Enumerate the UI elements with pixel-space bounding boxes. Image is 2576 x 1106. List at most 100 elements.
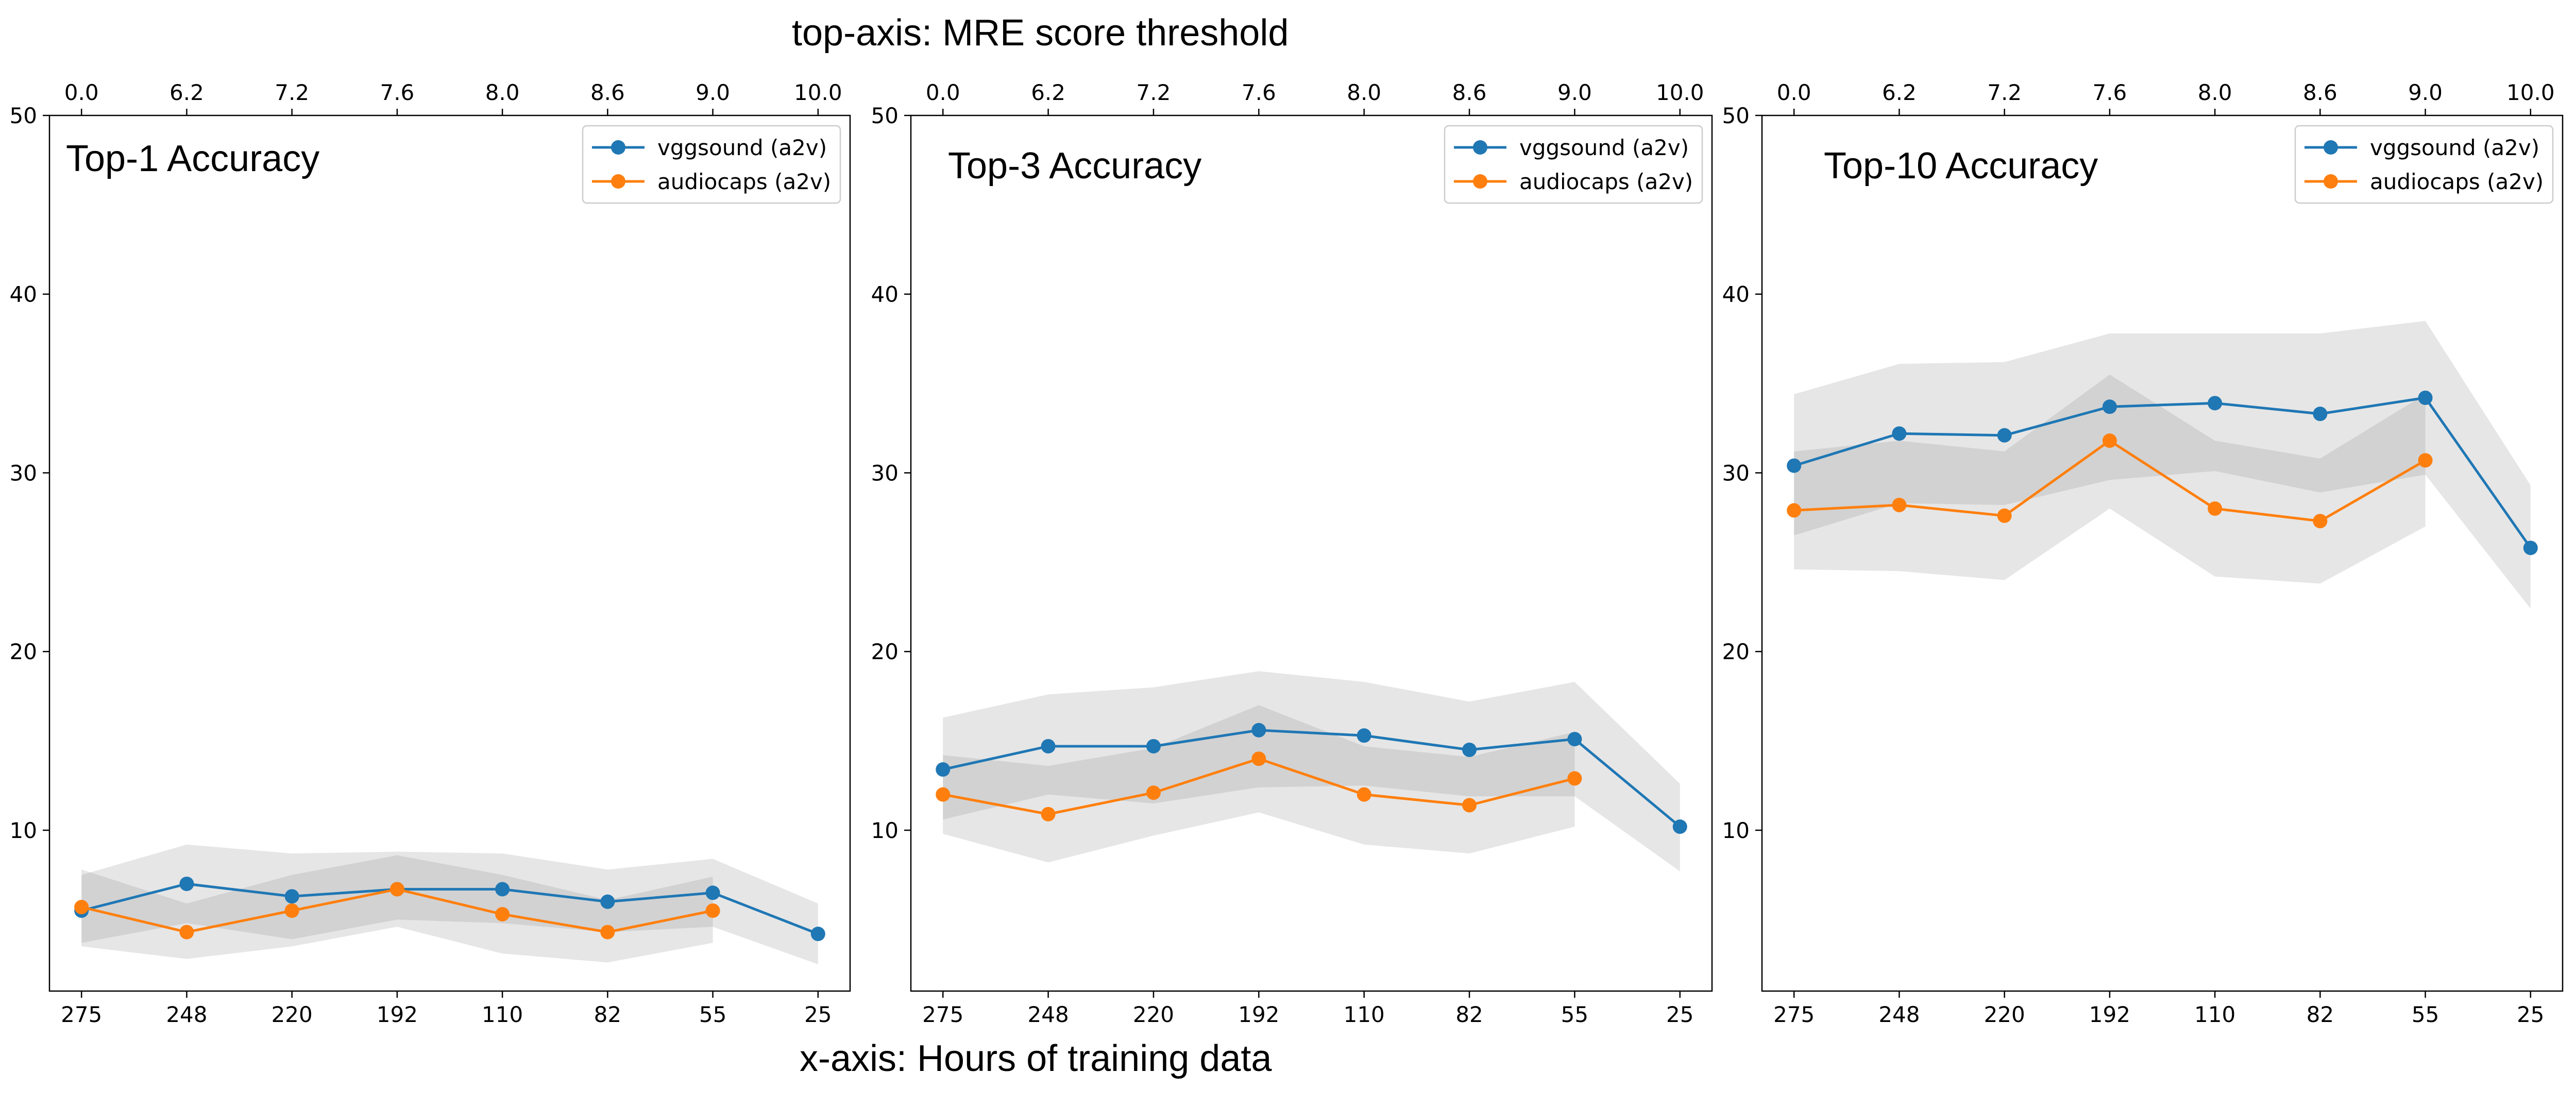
top-tick-label: 7.2	[275, 80, 309, 105]
legend: vggsound (a2v) audiocaps (a2v)	[582, 125, 841, 204]
top-tick-label: 8.6	[2303, 80, 2337, 105]
top-tick-label: 7.6	[380, 80, 414, 105]
legend-marker	[1473, 140, 1487, 155]
data-point	[1892, 497, 1907, 512]
x-tick-label: 220	[1984, 1002, 2025, 1027]
data-point	[1251, 751, 1266, 766]
data-point	[284, 903, 299, 918]
y-tick-label: 30	[871, 460, 899, 485]
panel-title: Top-3 Accuracy	[948, 145, 1201, 187]
data-point	[2208, 501, 2223, 516]
legend-marker	[611, 174, 625, 189]
y-tick-label: 30	[10, 460, 37, 485]
plot-frame	[910, 114, 1713, 992]
top-tick-label: 9.0	[696, 80, 730, 105]
top-tick-label: 10.0	[794, 80, 842, 105]
top-tick-label: 6.2	[170, 80, 204, 105]
data-point	[1462, 742, 1477, 757]
top-tick-label: 6.2	[1031, 80, 1065, 105]
legend-label: audiocaps (a2v)	[1519, 169, 1693, 194]
x-tick-label: 275	[61, 1002, 102, 1027]
data-point	[1997, 428, 2012, 443]
panel-title: Top-10 Accuracy	[1824, 145, 2098, 187]
x-tick-label: 55	[2412, 1002, 2439, 1027]
data-point	[2208, 396, 2223, 411]
top-tick-label: 10.0	[1656, 80, 1704, 105]
data-point	[2102, 433, 2117, 448]
data-point	[495, 907, 510, 921]
x-tick-label: 55	[1561, 1002, 1588, 1027]
x-tick-label: 248	[1028, 1002, 1069, 1027]
data-point	[1146, 739, 1161, 753]
data-point	[389, 882, 404, 897]
data-point	[179, 925, 194, 940]
x-tick-label: 248	[1878, 1002, 1920, 1027]
top-tick-label: 0.0	[1777, 80, 1811, 105]
top-tick-label: 9.0	[2408, 80, 2443, 105]
x-tick-label: 275	[922, 1002, 963, 1027]
series-line	[942, 729, 1681, 828]
data-point	[2313, 514, 2328, 529]
data-point	[2523, 541, 2538, 556]
confidence-band	[81, 855, 713, 963]
y-tick-label: 50	[871, 103, 899, 128]
top-tick-label: 0.0	[926, 80, 960, 105]
data-point	[1251, 723, 1266, 738]
chart-panels: 275 248 220 192 110 82 55 25 0.0 6.2 7.2 7.6 8.0 8.6 9…	[10, 80, 2564, 1027]
legend-label: vggsound (a2v)	[2370, 135, 2539, 160]
data-point	[1672, 819, 1687, 834]
data-point	[2418, 453, 2433, 468]
data-point	[936, 787, 951, 802]
plot-frame	[48, 114, 851, 992]
y-tick-label: 40	[10, 282, 37, 307]
legend-marker	[2324, 174, 2338, 189]
legend-label: audiocaps (a2v)	[2370, 169, 2544, 194]
top-tick-label: 7.2	[1987, 80, 2022, 105]
data-point	[179, 876, 194, 891]
data-point	[600, 925, 615, 940]
legend-marker	[1473, 174, 1487, 189]
y-tick-label: 20	[10, 639, 37, 664]
confidence-band	[1794, 374, 2426, 584]
top-tick-label: 7.6	[1242, 80, 1276, 105]
y-tick-label: 20	[871, 639, 899, 664]
x-tick-label: 110	[2194, 1002, 2235, 1027]
data-point	[1041, 739, 1056, 753]
x-tick-label: 220	[272, 1002, 313, 1027]
legend-box	[1444, 125, 1703, 204]
x-tick-label: 192	[2089, 1002, 2130, 1027]
y-tick-label: 40	[1722, 282, 1750, 307]
confidence-band	[943, 671, 1680, 872]
series-line	[81, 882, 819, 935]
data-point	[284, 889, 299, 904]
x-tick-label: 25	[2517, 1002, 2544, 1027]
data-point	[1787, 458, 1802, 473]
legend-label: vggsound (a2v)	[1519, 135, 1689, 160]
top-tick-label: 8.0	[1347, 80, 1381, 105]
confidence-band	[943, 705, 1575, 863]
top-tick-label: 9.0	[1557, 80, 1592, 105]
confidence-band	[1794, 321, 2531, 609]
top-tick-label: 10.0	[2506, 80, 2555, 105]
top-tick-label: 0.0	[64, 80, 99, 105]
y-tick-label: 20	[1722, 639, 1750, 664]
x-tick-label: 55	[699, 1002, 726, 1027]
legend-label: audiocaps (a2v)	[657, 169, 831, 194]
top-tick-label: 8.6	[1452, 80, 1487, 105]
plot-frame	[1761, 114, 2564, 992]
data-point	[1357, 728, 1371, 743]
y-tick-label: 10	[1722, 818, 1750, 843]
y-tick-label: 30	[1722, 460, 1750, 485]
data-point	[2102, 399, 2117, 414]
x-tick-label: 25	[1666, 1002, 1693, 1027]
x-tick-label: 82	[1455, 1002, 1483, 1027]
data-point	[1146, 785, 1161, 800]
top-tick-label: 8.6	[590, 80, 625, 105]
top-tick-label: 7.2	[1137, 80, 1171, 105]
data-point	[1462, 798, 1477, 813]
data-point	[705, 885, 720, 900]
top-tick-label: 8.0	[485, 80, 520, 105]
data-point	[1357, 787, 1371, 802]
confidence-band	[81, 844, 818, 964]
